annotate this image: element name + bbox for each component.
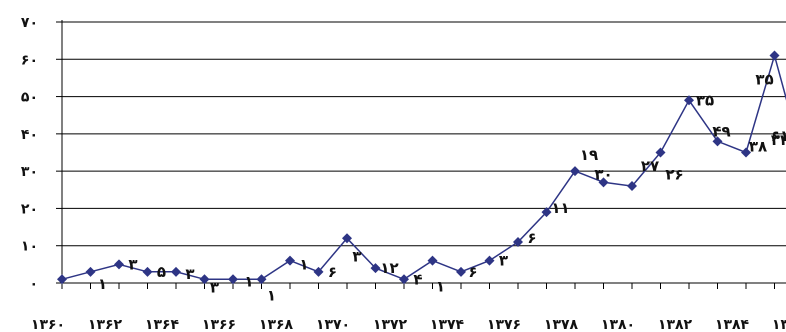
x-tick-label: ۱۳۶۴ (145, 317, 180, 332)
data-label: ۶ (468, 263, 477, 281)
y-tick-label: ۴۰ (21, 127, 38, 143)
x-tick-label: ۱۳۸۰ (601, 317, 635, 332)
x-tick-label: ۱۳۷۲ (373, 317, 408, 332)
y-tick-label: ۰ (29, 276, 38, 292)
y-tick-label: ۱۰ (21, 239, 38, 255)
data-label: ۱۹ (580, 146, 598, 164)
data-point (570, 166, 580, 177)
data-point (199, 274, 210, 285)
x-tick-label: ۱۳۶۰ (31, 317, 65, 332)
x-tick-label: ۱۳۶۶ (202, 317, 236, 332)
data-label: ۱۲ (380, 259, 398, 277)
data-label: ۱ (436, 278, 445, 296)
data-label: ۳۰ (594, 165, 612, 183)
x-axis-tick-labels: ۱۳۶۰ ۱۳۶۲ ۱۳۶۴ ۱۳۶۶ ۱۳۶۸ ۱۳۷۰ ۱۳۷۲ ۱۳۷۴ ۱۳۷۶ ۱۳۷۸… (31, 317, 786, 332)
data-label: ۳ (185, 265, 194, 283)
data-point (627, 181, 637, 192)
data-point (228, 274, 238, 285)
data-label: ۲۷ (641, 157, 659, 175)
data-label: ۱ (299, 256, 308, 274)
data-label: ۴ (413, 270, 422, 288)
gridlines (62, 21, 786, 247)
data-label: ۳۸ (749, 138, 767, 156)
data-label: ۲۶ (665, 166, 683, 184)
x-tick-label: ۱۳۸۴ (715, 317, 750, 332)
data-label: ۱۱ (551, 199, 569, 217)
data-point (399, 274, 409, 285)
data-point (256, 274, 267, 285)
data-label: ۳ (128, 255, 137, 273)
data-point (513, 236, 523, 247)
data-label: ۳۳ (771, 131, 786, 149)
data-label: ۱ (244, 272, 253, 290)
x-tick-label: ۱۳۸۲ (658, 317, 693, 332)
y-tick-label: ۳۰ (21, 164, 38, 180)
y-axis-tick-labels: ۰ ۱۰ ۲۰ ۳۰ ۴۰ ۵۰ ۶۰ ۷۰ (21, 15, 38, 292)
data-point (285, 255, 295, 266)
x-tick-label: ۱۳۸۶ (772, 317, 786, 332)
data-label: ۶ (527, 229, 536, 247)
x-tick-label: ۱۳۷۸ (544, 317, 579, 332)
data-label: ۴۹ (712, 122, 730, 140)
data-point (598, 177, 609, 188)
data-label: ۶۱ (771, 127, 786, 145)
data-point (342, 233, 352, 244)
data-point (655, 147, 666, 158)
data-point (114, 259, 124, 270)
y-tick-label: ۲۰ (21, 201, 38, 217)
data-label: ۳ (499, 252, 508, 270)
data-label: ۳ (210, 278, 219, 296)
data-label: ۳۵ (755, 71, 773, 89)
data-series (57, 50, 786, 285)
x-tick-label: ۱۳۶۸ (259, 317, 294, 332)
data-point (427, 255, 438, 266)
data-point (142, 266, 153, 277)
y-tick-label: ۷۰ (21, 15, 38, 31)
data-point (370, 263, 381, 274)
data-label: ۱ (267, 286, 276, 304)
axes (56, 20, 786, 289)
data-label: ۳۵ (696, 91, 714, 109)
x-tick-label: ۱۳۶۲ (88, 317, 123, 332)
data-point (57, 274, 67, 285)
x-tick-label: ۱۳۷۰ (316, 317, 350, 332)
series-line (61, 52, 786, 281)
data-label: ۱ (98, 275, 107, 293)
data-point (541, 207, 552, 218)
data-point (712, 136, 723, 147)
data-point (171, 266, 181, 277)
data-point (741, 147, 751, 158)
y-tick-label: ۵۰ (21, 90, 38, 106)
data-point (85, 266, 96, 277)
data-point (684, 95, 694, 106)
x-tick-label: ۱۳۷۶ (487, 317, 521, 332)
data-label: ۵ (157, 263, 166, 281)
data-point (313, 266, 324, 277)
data-point (484, 255, 495, 266)
data-label: ۳ (352, 247, 361, 265)
data-label: ۶ (328, 263, 337, 281)
data-point (769, 50, 780, 61)
y-tick-label: ۶۰ (21, 52, 38, 68)
data-point (456, 266, 466, 277)
x-tick-label: ۱۳۷۴ (430, 317, 465, 332)
